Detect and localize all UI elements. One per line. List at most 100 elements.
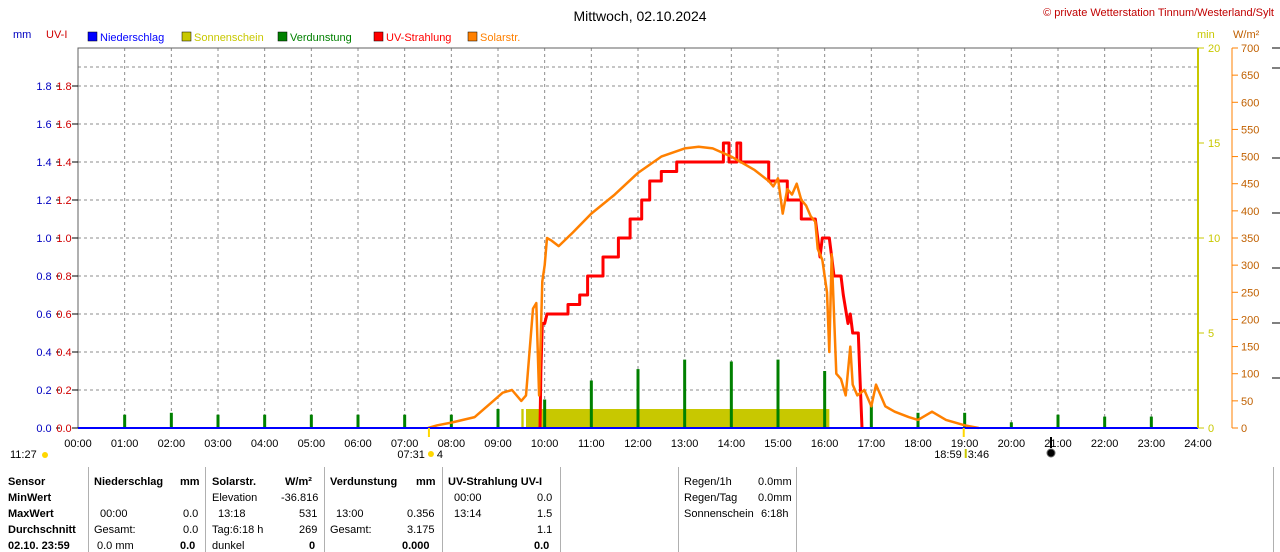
uv-tick-label: 1.8 — [56, 81, 71, 93]
evaporation-bar — [356, 414, 360, 428]
verdunstung-max-time: 13:00 — [336, 508, 364, 520]
solar-header: Solarstr. — [212, 476, 257, 488]
table-divider — [1273, 467, 1274, 552]
sensor-header: Sensor — [8, 476, 46, 488]
sunshine-bar — [526, 409, 545, 428]
x-tick-label: 21:00 — [1044, 438, 1072, 450]
x-tick-label: 14:00 — [718, 438, 746, 450]
uv-max-time: 13:14 — [454, 508, 482, 520]
uv-tick-label: 0.0 — [56, 423, 71, 435]
legend-label: Niederschlag — [100, 32, 164, 44]
sunrise-label: 07:31 — [397, 449, 425, 461]
sunshine-val: 6:18h — [761, 508, 789, 520]
niederschlag-day-val: 0.0 mm — [97, 540, 134, 552]
x-tick-label: 05:00 — [298, 438, 326, 450]
solar-tick-label: 50 — [1241, 396, 1253, 408]
sun-tick-label: 15 — [1208, 138, 1220, 150]
x-tick-label: 16:00 — [811, 438, 839, 450]
uv-tick-label: 0.8 — [56, 271, 71, 283]
solar-tick-label: 350 — [1241, 233, 1259, 245]
verdunstung-unit: mm — [416, 476, 436, 488]
legend-swatch — [467, 31, 478, 42]
niederschlag-max-val: 0.0 — [183, 508, 199, 520]
x-tick-label: 03:00 — [204, 438, 232, 450]
sunshine-bar — [544, 409, 830, 428]
x-tick-label: 13:00 — [671, 438, 699, 450]
legend-swatch — [181, 31, 192, 42]
sun-tick-label: 0 — [1208, 423, 1214, 435]
x-tick-label: 02:00 — [158, 438, 186, 450]
solar-tick-label: 300 — [1241, 260, 1259, 272]
uv-tick-label: 0.4 — [56, 347, 71, 359]
x-tick-label: 01:00 — [111, 438, 139, 450]
table-divider — [442, 467, 443, 552]
niederschlag-header: Niederschlag — [94, 476, 164, 488]
evaporation-bars — [123, 359, 1153, 428]
uv-tick-label: 0.2 — [56, 385, 71, 397]
moonrise-label: 3:46 — [968, 449, 989, 461]
evaporation-bar — [589, 380, 593, 428]
verdunstung-max-val: 0.356 — [407, 508, 435, 520]
x-tick-label: 09:00 — [484, 438, 512, 450]
verdunstung-day-val: 0.000 — [402, 540, 430, 552]
solar-tick-label: 200 — [1241, 314, 1259, 326]
uv-tick-label: 1.0 — [56, 233, 71, 245]
series-uv-strahlung — [538, 141, 864, 429]
niederschlag-max-time: 00:00 — [100, 508, 128, 520]
rainday-val: 0.0mm — [758, 492, 792, 504]
evaporation-bar — [263, 414, 267, 428]
left-tick-label: 1.6 — [36, 119, 51, 131]
legend-swatch — [87, 31, 98, 42]
x-tick-label: 15:00 — [764, 438, 792, 450]
sunshine-bar — [521, 409, 524, 428]
solar-tick-label: 150 — [1241, 342, 1259, 354]
solar-unit: W/m² — [285, 476, 312, 488]
table-divider — [205, 467, 206, 552]
verdunstung-total-label: Gesamt: — [330, 524, 372, 536]
unit-wm2: W/m² — [1233, 29, 1260, 41]
legend: Niederschlag Sonnenschein Verdunstung UV-St… — [87, 31, 520, 44]
weather-chart: 0.0 0.0 0.2 0.2 0.4 0.4 0.6 0.6 0.8 0.8 1.0 1.0 1.2 1… — [10, 7, 1280, 461]
tick-labels: 0.0 0.0 0.2 0.2 0.4 0.4 0.6 0.6 0.8 0.8 1.0 1.0 1.2 1… — [36, 43, 1259, 450]
evaporation-bar — [543, 399, 547, 428]
evaporation-bar — [1149, 416, 1153, 428]
solar-elev-val: -36.816 — [281, 492, 319, 504]
x-tick-label: 22:00 — [1091, 438, 1119, 450]
evaporation-bar — [1009, 422, 1013, 428]
evaporation-bar — [729, 361, 733, 428]
x-tick-label: 00:00 — [64, 438, 92, 450]
axes — [56, 47, 1280, 429]
x-tick-label: 11:00 — [578, 438, 605, 450]
sun-icon — [42, 452, 48, 458]
sunset-label: 18:59 — [934, 449, 962, 461]
moon-label: 4 — [437, 449, 443, 461]
x-tick-label: 18:00 — [904, 438, 932, 450]
credit-text: © private Wetterstation Tinnum/Westerlan… — [1043, 7, 1274, 19]
uv-tick-label: 1.2 — [56, 195, 71, 207]
table-divider — [560, 467, 561, 552]
evaporation-bar — [683, 359, 687, 428]
table-divider — [88, 467, 89, 552]
table-divider — [796, 467, 797, 552]
unit-mm: mm — [13, 29, 31, 41]
event-markers: 11:27 07:31 4 18:59 3:46 — [10, 428, 1056, 461]
legend-label: Verdunstung — [290, 32, 352, 44]
solar-tag-label: Tag:6:18 h — [212, 524, 264, 536]
sun-time-label: 11:27 — [10, 449, 37, 461]
minwert-label: MinWert — [8, 492, 52, 504]
uv-day-val: 0.0 — [534, 540, 550, 552]
left-tick-label: 1.0 — [36, 233, 51, 245]
niederschlag-day-bold: 0.0 — [180, 540, 196, 552]
niederschlag-total-val: 0.0 — [183, 524, 199, 536]
sunshine-bars — [521, 409, 830, 428]
niederschlag-unit: mm — [180, 476, 200, 488]
evaporation-bar — [309, 414, 313, 428]
sun-tick-label: 5 — [1208, 328, 1214, 340]
evaporation-bar — [216, 414, 220, 428]
legend-label: Solarstr. — [480, 32, 520, 44]
evaporation-bar — [776, 359, 780, 428]
solar-max-time: 13:18 — [218, 508, 246, 520]
evaporation-bar — [1103, 416, 1107, 428]
unit-uvi: UV-I — [46, 29, 67, 41]
solar-dark-label: dunkel — [212, 540, 245, 552]
